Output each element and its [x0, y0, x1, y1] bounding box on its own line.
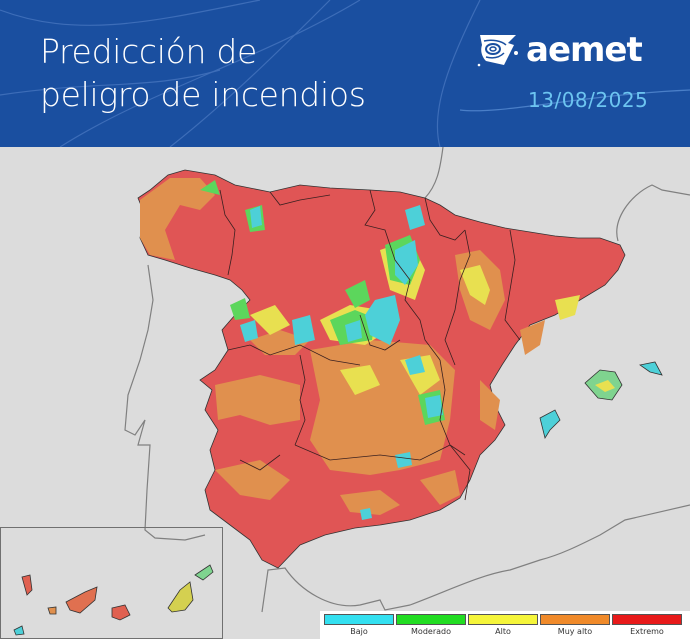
legend-swatch-moderado	[396, 614, 466, 625]
bajo-zones	[240, 205, 443, 520]
legend-label-muy-alto: Muy alto	[557, 627, 593, 636]
legend-swatch-extremo	[612, 614, 682, 625]
france-med-coastline	[616, 184, 690, 242]
legend-swatch-muy-alto	[540, 614, 610, 625]
africa-coastline	[261, 504, 690, 613]
aemet-spiral-icon	[477, 35, 518, 67]
legend-swatch-bajo	[324, 614, 394, 625]
aemet-logo: aemet	[476, 30, 643, 70]
forecast-date: 13/08/2025	[528, 88, 649, 112]
balearic-islands	[539, 361, 663, 440]
legend-label-alto: Alto	[495, 627, 511, 636]
title-line-2: peligro de incendios	[40, 75, 366, 114]
canarias-inset-frame	[0, 527, 223, 639]
header-banner: Predicción de peligro de incendios aemet…	[0, 0, 690, 147]
title-line-1: Predicción de	[40, 32, 257, 71]
legend: Bajo Moderado Alto Muy alto Extremo	[320, 611, 690, 639]
legend-swatch-alto	[468, 614, 538, 625]
legend-label-bajo: Bajo	[350, 627, 368, 636]
fire-danger-map	[13, 147, 690, 636]
region-borders	[219, 189, 521, 501]
canary-islands	[13, 564, 214, 636]
portugal-coastline	[124, 264, 206, 541]
page-title: Predicción de peligro de incendios	[40, 30, 366, 116]
decorative-waves	[0, 0, 690, 147]
france-coastline	[424, 147, 444, 199]
aemet-logo-text: aemet	[526, 30, 643, 70]
legend-label-moderado: Moderado	[411, 627, 451, 636]
legend-label-extremo: Extremo	[630, 627, 664, 636]
